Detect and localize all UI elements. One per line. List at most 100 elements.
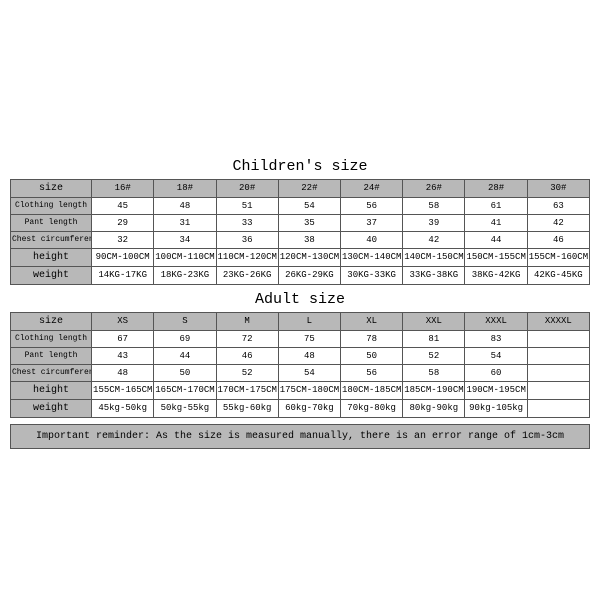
size-chart-document: Children's size size16#18#20#22#24#26#28… [0,142,600,459]
children-header-cell: 20# [216,179,278,197]
children-cell: 39 [403,214,465,231]
children-cell: 41 [465,214,527,231]
adult-cell: 43 [92,347,154,364]
table-row: weight14KG-17KG18KG-23KG23KG-26KG26KG-29… [11,266,590,284]
adult-header-cell: XXL [403,312,465,330]
adult-header-cell: XXXXL [527,312,589,330]
adult-cell: 67 [92,330,154,347]
children-header-cell: 18# [154,179,216,197]
children-cell: 33 [216,214,278,231]
adult-title: Adult size [10,291,590,308]
children-cell: 32 [92,231,154,248]
children-cell: 120CM-130CM [278,248,340,266]
children-header-cell: 16# [92,179,154,197]
table-row: height90CM-100CM100CM-110CM110CM-120CM12… [11,248,590,266]
adult-cell: 48 [92,364,154,381]
adult-cell: 44 [154,347,216,364]
adult-cell: 155CM-165CM [92,381,154,399]
adult-row-label: weight [11,399,92,417]
adult-cell [527,381,589,399]
adult-cell: 60 [465,364,527,381]
adult-cell: 180CM-185CM [340,381,402,399]
children-header-cell: 30# [527,179,589,197]
children-cell: 54 [278,197,340,214]
table-row: Chest circumference 1/23234363840424446 [11,231,590,248]
table-row: Chest circumference 1/248505254565860 [11,364,590,381]
children-cell: 31 [154,214,216,231]
children-cell: 23KG-26KG [216,266,278,284]
adult-cell: 56 [340,364,402,381]
reminder-note: Important reminder: As the size is measu… [10,424,590,449]
adult-cell [527,347,589,364]
adult-header-cell: L [278,312,340,330]
adult-cell [527,330,589,347]
children-row-label: weight [11,266,92,284]
children-thead: size16#18#20#22#24#26#28#30# [11,179,590,197]
adult-cell: 48 [278,347,340,364]
adult-cell: 50 [154,364,216,381]
children-cell: 29 [92,214,154,231]
children-cell: 46 [527,231,589,248]
children-cell: 30KG-33KG [340,266,402,284]
adult-header-cell: M [216,312,278,330]
children-cell: 61 [465,197,527,214]
children-cell: 18KG-23KG [154,266,216,284]
children-cell: 37 [340,214,402,231]
children-cell: 44 [465,231,527,248]
children-cell: 42 [527,214,589,231]
adult-cell: 190CM-195CM [465,381,527,399]
adult-cell: 185CM-190CM [403,381,465,399]
adult-header-cell: XXXL [465,312,527,330]
children-row-label: Pant length [11,214,92,231]
adult-cell: 50 [340,347,402,364]
children-header-row: size16#18#20#22#24#26#28#30# [11,179,590,197]
adult-cell: 55kg-60kg [216,399,278,417]
table-row: Clothing length4548515456586163 [11,197,590,214]
adult-cell: 83 [465,330,527,347]
children-header-cell: 22# [278,179,340,197]
children-cell: 90CM-100CM [92,248,154,266]
children-cell: 150CM-155CM [465,248,527,266]
children-cell: 40 [340,231,402,248]
table-row: Clothing length67697275788183 [11,330,590,347]
children-size-table: size16#18#20#22#24#26#28#30# Clothing le… [10,179,590,285]
adult-cell: 72 [216,330,278,347]
children-cell: 48 [154,197,216,214]
adult-cell: 75 [278,330,340,347]
adult-header-cell: XS [92,312,154,330]
adult-row-label: height [11,381,92,399]
adult-cell [527,399,589,417]
children-cell: 42KG-45KG [527,266,589,284]
adult-cell: 54 [465,347,527,364]
adult-header-cell: S [154,312,216,330]
adult-row-label: Clothing length [11,330,92,347]
adult-cell: 50kg-55kg [154,399,216,417]
adult-cell: 90kg-105kg [465,399,527,417]
children-cell: 26KG-29KG [278,266,340,284]
children-row-label: Clothing length [11,197,92,214]
table-row: Pant length43444648505254 [11,347,590,364]
adult-cell: 52 [216,364,278,381]
children-header-cell: 24# [340,179,402,197]
children-header-cell: 28# [465,179,527,197]
children-cell: 38 [278,231,340,248]
children-cell: 56 [340,197,402,214]
children-cell: 100CM-110CM [154,248,216,266]
adult-row-label: Chest circumference 1/2 [11,364,92,381]
adult-cell: 69 [154,330,216,347]
adult-cell: 46 [216,347,278,364]
children-cell: 58 [403,197,465,214]
children-cell: 42 [403,231,465,248]
adult-cell: 54 [278,364,340,381]
adult-cell: 80kg-90kg [403,399,465,417]
adult-cell [527,364,589,381]
adult-cell: 81 [403,330,465,347]
children-title: Children's size [10,158,590,175]
children-cell: 33KG-38KG [403,266,465,284]
adult-cell: 78 [340,330,402,347]
children-cell: 35 [278,214,340,231]
children-cell: 38KG-42KG [465,266,527,284]
children-cell: 14KG-17KG [92,266,154,284]
table-row: weight45kg-50kg50kg-55kg55kg-60kg60kg-70… [11,399,590,417]
adult-cell: 165CM-170CM [154,381,216,399]
